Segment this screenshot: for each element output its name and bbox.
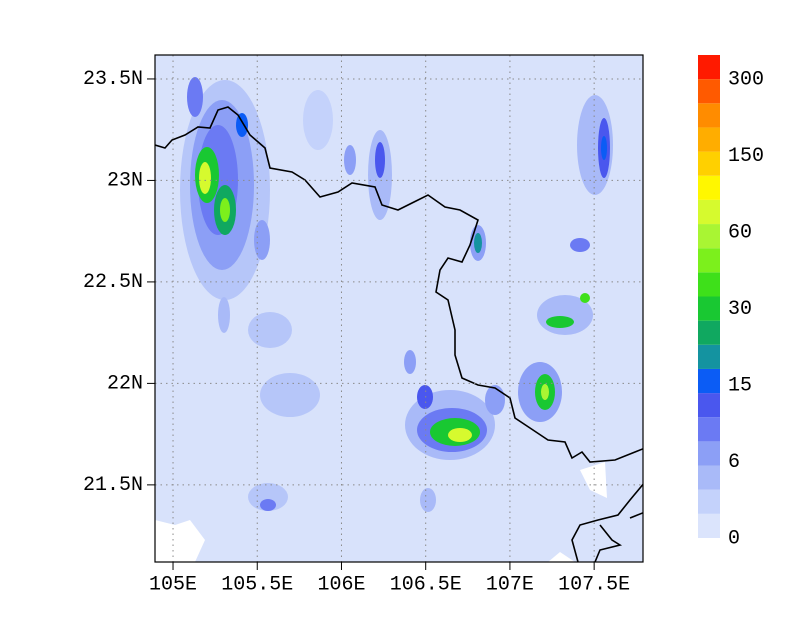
colorbar-box	[698, 175, 720, 200]
colorbar-box	[698, 79, 720, 104]
colorbar-box	[698, 441, 720, 466]
x-tick-label: 106.5E	[390, 573, 462, 596]
axes: 105E 105.5E 106E 106.5E 107E 107.5E 21.5N 22N 22…	[83, 68, 630, 596]
colorbar-box	[698, 55, 720, 80]
colorbar-label: 30	[728, 298, 752, 321]
colorbar-box	[698, 320, 720, 345]
colorbar-box	[698, 199, 720, 225]
colorbar-label: 150	[728, 145, 764, 168]
colorbar-box	[698, 368, 720, 394]
colorbar-box	[698, 465, 720, 490]
colorbar-box	[698, 151, 720, 176]
y-tick-label: 21.5N	[83, 474, 143, 497]
contour-field	[155, 55, 643, 562]
colorbar-box	[698, 417, 720, 442]
x-tick-label: 106E	[317, 573, 365, 596]
colorbar-label: 15	[728, 374, 752, 397]
colorbar-label: 300	[728, 68, 764, 91]
y-tick-label: 22.5N	[83, 271, 143, 294]
x-tick-label: 105.5E	[221, 573, 293, 596]
y-tick-label: 23.5N	[83, 68, 143, 91]
x-tick-label: 105E	[149, 573, 197, 596]
map-frame	[154, 54, 644, 563]
grid	[155, 55, 643, 562]
x-tick-label: 107E	[486, 573, 534, 596]
colorbar-box	[698, 272, 720, 297]
colorbar-box	[698, 344, 720, 369]
colorbar-box	[698, 248, 720, 273]
colorbar-label: 0	[728, 527, 740, 550]
y-tick-label: 23N	[107, 170, 143, 193]
x-tick-label: 107.5E	[558, 573, 630, 596]
colorbar-box	[698, 103, 720, 128]
colorbar-box	[698, 296, 720, 321]
colorbar-box	[698, 393, 720, 418]
colorbar-label: 6	[728, 451, 740, 474]
colorbar-label: 60	[728, 221, 752, 244]
colorbar: 0 6 15 30 60 150 300	[698, 55, 764, 550]
colorbar-box	[698, 224, 720, 249]
colorbar-box	[698, 489, 720, 514]
colorbar-box	[698, 127, 720, 152]
colorbar-box	[698, 513, 720, 538]
y-tick-label: 22N	[107, 373, 143, 396]
